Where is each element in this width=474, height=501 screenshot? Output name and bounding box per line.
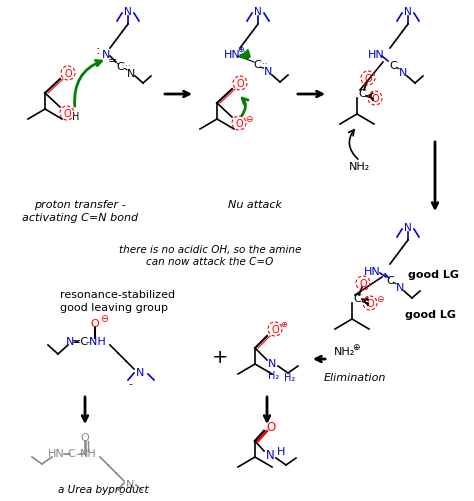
Text: ⊕: ⊕ bbox=[352, 343, 360, 352]
Text: ⊖: ⊖ bbox=[245, 115, 253, 124]
Text: :: : bbox=[96, 44, 100, 57]
Text: N: N bbox=[126, 479, 134, 489]
Text: N: N bbox=[136, 367, 144, 377]
Text: resonance-stabilized: resonance-stabilized bbox=[60, 290, 175, 300]
Text: O: O bbox=[235, 119, 243, 129]
Text: HN: HN bbox=[47, 448, 64, 458]
Text: ::: :: bbox=[262, 61, 268, 69]
Text: N: N bbox=[396, 283, 404, 293]
Text: Nu attack: Nu attack bbox=[228, 199, 282, 209]
Text: N: N bbox=[127, 69, 135, 79]
Text: O: O bbox=[266, 421, 275, 434]
Text: can now attack the C=O: can now attack the C=O bbox=[146, 257, 273, 267]
Text: ⊖: ⊖ bbox=[376, 295, 384, 304]
Text: H₂: H₂ bbox=[284, 372, 296, 382]
Text: ⊕: ⊕ bbox=[281, 320, 288, 329]
Text: N: N bbox=[102, 50, 110, 60]
Text: N: N bbox=[66, 336, 74, 346]
Text: N: N bbox=[264, 67, 272, 77]
Text: ::: :: bbox=[125, 63, 131, 72]
Text: HN: HN bbox=[224, 50, 240, 60]
Text: N: N bbox=[404, 222, 412, 232]
Text: NH₂: NH₂ bbox=[334, 346, 356, 356]
Text: N: N bbox=[399, 68, 407, 78]
Text: N: N bbox=[268, 358, 276, 368]
Text: O: O bbox=[359, 279, 367, 289]
Text: C: C bbox=[358, 89, 366, 99]
Text: good leaving group: good leaving group bbox=[60, 303, 168, 313]
Text: NH₂: NH₂ bbox=[349, 162, 371, 172]
Text: ⊕: ⊕ bbox=[237, 45, 245, 54]
Text: =C: =C bbox=[72, 336, 89, 346]
Text: O: O bbox=[64, 69, 72, 79]
Text: N: N bbox=[265, 448, 274, 461]
Text: HN: HN bbox=[364, 267, 380, 277]
Text: there is no acidic OH, so the amine: there is no acidic OH, so the amine bbox=[119, 244, 301, 255]
Text: -: - bbox=[118, 488, 122, 498]
Text: C: C bbox=[253, 60, 261, 70]
Text: H: H bbox=[277, 446, 285, 456]
Text: good LG: good LG bbox=[408, 270, 459, 280]
Text: H₂: H₂ bbox=[268, 370, 280, 380]
Text: N: N bbox=[404, 7, 412, 17]
Text: Elimination: Elimination bbox=[324, 372, 386, 382]
Text: O: O bbox=[366, 299, 374, 309]
Text: H: H bbox=[73, 112, 80, 122]
Text: =: = bbox=[109, 56, 118, 66]
Text: -C-: -C- bbox=[64, 448, 80, 458]
Text: C: C bbox=[386, 276, 394, 286]
Text: O: O bbox=[91, 318, 100, 328]
Text: C: C bbox=[353, 294, 361, 304]
Text: activating C=N bond: activating C=N bond bbox=[22, 212, 138, 222]
Text: -NH: -NH bbox=[86, 336, 106, 346]
Text: N: N bbox=[254, 7, 262, 17]
Text: -: - bbox=[128, 378, 132, 388]
Text: C: C bbox=[116, 62, 124, 72]
Text: good LG: good LG bbox=[405, 310, 456, 319]
Text: C: C bbox=[389, 61, 397, 71]
Text: O: O bbox=[63, 109, 71, 119]
Text: O: O bbox=[236, 79, 244, 89]
Text: O: O bbox=[81, 432, 90, 442]
Text: N: N bbox=[124, 7, 132, 17]
Text: NH: NH bbox=[80, 448, 96, 458]
Text: O: O bbox=[364, 74, 372, 84]
Text: a Urea byproduct: a Urea byproduct bbox=[58, 484, 149, 494]
Text: proton transfer -: proton transfer - bbox=[34, 199, 126, 209]
Text: O: O bbox=[371, 94, 379, 104]
Text: O: O bbox=[271, 324, 279, 334]
Text: +: + bbox=[212, 348, 228, 367]
Text: HN: HN bbox=[368, 50, 384, 60]
Text: ⊖: ⊖ bbox=[100, 313, 108, 323]
